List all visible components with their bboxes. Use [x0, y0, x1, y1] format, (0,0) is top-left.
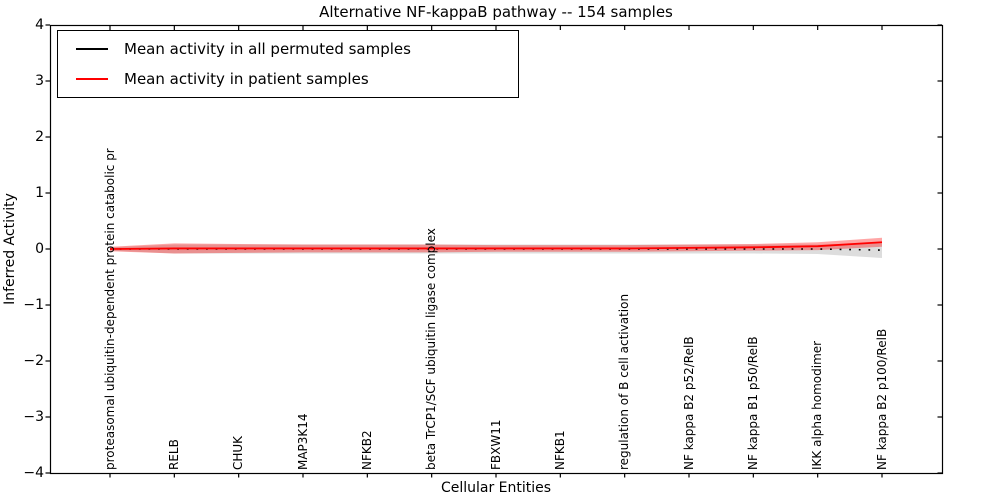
x-category-label: regulation of B cell activation — [617, 293, 632, 470]
x-category-label: NF kappa B2 p100/RelB — [874, 328, 889, 470]
y-tick-label: −3 — [23, 409, 44, 425]
permuted-mean-line — [110, 248, 883, 251]
x-category-label: beta TrCP1/SCF ubiquitin ligase complex — [424, 228, 439, 470]
x-category-label: CHUK — [231, 435, 246, 470]
x-category-label: NFKB2 — [359, 430, 374, 470]
legend-row-patient: Mean activity in patient samples — [58, 67, 518, 91]
x-category-label: NF kappa B2 p52/RelB — [681, 336, 696, 470]
x-category-label: IKK alpha homodimer — [810, 340, 825, 470]
legend: Mean activity in all permuted samples Me… — [57, 30, 519, 98]
x-axis-label: Cellular Entities — [440, 480, 552, 496]
patient-mean-line — [109, 241, 883, 250]
chart-title: Alternative NF-kappaB pathway -- 154 sam… — [319, 3, 673, 21]
y-tick-label: −2 — [23, 353, 44, 369]
legend-label-permuted: Mean activity in all permuted samples — [124, 40, 411, 58]
x-category-label: RELB — [166, 439, 181, 470]
x-category-label: MAP3K14 — [295, 413, 310, 470]
x-category-label: NF kappa B1 p50/RelB — [745, 336, 760, 470]
legend-row-permuted: Mean activity in all permuted samples — [58, 37, 518, 61]
y-tick-label: 2 — [35, 129, 44, 145]
y-tick-label: 1 — [35, 185, 44, 201]
permuted-line-sample-icon — [76, 48, 108, 50]
patient-line-sample-icon — [76, 78, 108, 80]
y-tick-label: 4 — [35, 17, 44, 33]
y-tick-label: −4 — [23, 465, 44, 481]
y-tick-label: 3 — [35, 73, 44, 89]
legend-label-patient: Mean activity in patient samples — [124, 70, 369, 88]
x-category-label: proteasomal ubiquitin-dependent protein … — [102, 148, 117, 470]
x-category-label: FBXW11 — [488, 419, 503, 471]
x-category-label: NFKB1 — [552, 430, 567, 470]
y-tick-label: −1 — [23, 297, 44, 313]
y-tick-label: 0 — [35, 241, 44, 257]
